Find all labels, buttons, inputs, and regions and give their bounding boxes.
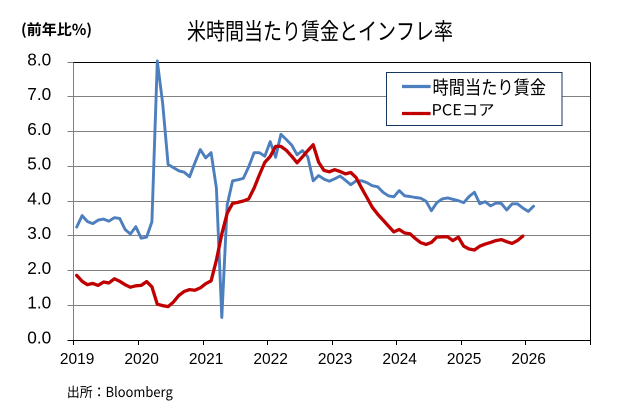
svg-text:2019: 2019 [60,351,94,368]
svg-text:2022: 2022 [253,351,287,368]
svg-text:1.0: 1.0 [27,293,51,313]
svg-text:0.0: 0.0 [27,327,51,347]
svg-text:6.0: 6.0 [27,119,51,139]
svg-text:7.0: 7.0 [27,84,51,104]
svg-text:2021: 2021 [189,351,223,368]
svg-text:2023: 2023 [318,351,352,368]
svg-text:3.0: 3.0 [27,223,51,243]
svg-text:2025: 2025 [447,351,481,368]
svg-text:2026: 2026 [511,351,545,368]
svg-text:8.0: 8.0 [27,49,51,69]
svg-text:2020: 2020 [124,351,159,368]
svg-text:4.0: 4.0 [27,188,51,208]
svg-text:2.0: 2.0 [27,258,51,278]
svg-text:2024: 2024 [382,351,417,368]
svg-text:5.0: 5.0 [27,154,51,174]
